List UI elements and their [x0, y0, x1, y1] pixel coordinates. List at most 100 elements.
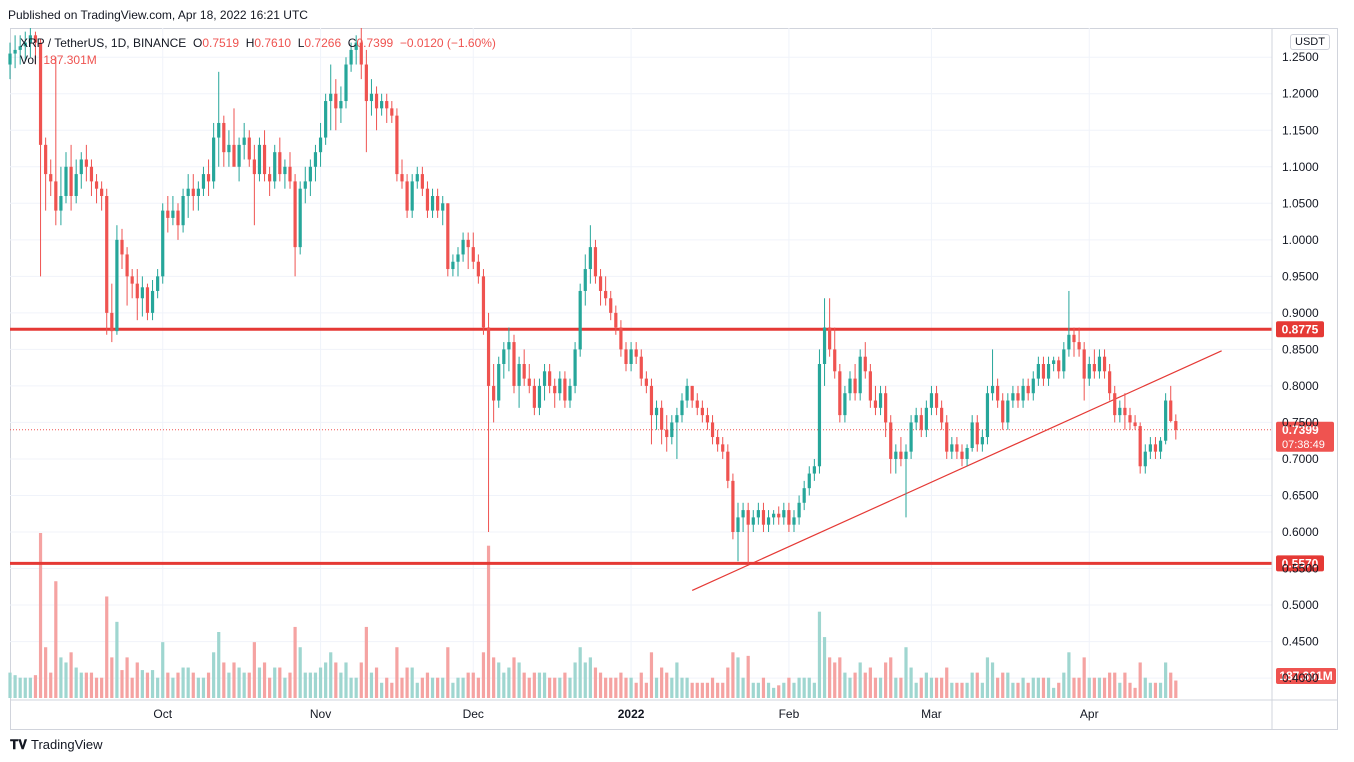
volume-bar — [980, 682, 984, 698]
symbol-name[interactable]: XRP / TetherUS, 1D, BINANCE — [20, 36, 187, 50]
volume-bar — [527, 677, 531, 698]
volume-bar — [33, 675, 38, 698]
candle-body — [486, 327, 491, 386]
candle-body — [166, 210, 170, 218]
volume-bar — [54, 581, 58, 698]
volume-bar — [130, 677, 134, 698]
candle-body — [318, 137, 323, 153]
volume-bar — [746, 655, 750, 698]
volume-bar — [1164, 662, 1168, 698]
volume-bar — [863, 672, 867, 698]
volume-bar — [507, 667, 511, 698]
volume-bar — [1072, 677, 1076, 698]
volume-bar — [721, 682, 725, 698]
candle-body — [298, 188, 302, 248]
volume-bar — [665, 672, 669, 698]
volume-bar — [817, 611, 822, 698]
candle-body — [161, 210, 165, 277]
currency-button[interactable]: USDT — [1290, 34, 1330, 50]
candle-body — [833, 349, 837, 372]
volume-bar — [94, 677, 99, 698]
candle-body — [481, 276, 486, 328]
candle-body — [410, 181, 414, 211]
candle-body — [542, 371, 547, 386]
volume-bar — [751, 682, 755, 698]
footer-brand[interactable]: 𝐓𝐕 TradingView — [10, 737, 103, 753]
chart-frame[interactable] — [10, 28, 1338, 730]
candle-body — [899, 451, 903, 459]
candle-body — [242, 137, 246, 145]
candle-body — [1097, 356, 1102, 372]
y-tick-label: 1.0500 — [1282, 196, 1319, 210]
volume-bar — [512, 657, 516, 698]
candle-body — [685, 385, 689, 401]
candle-body — [110, 312, 114, 332]
volume-bar — [654, 677, 659, 698]
candle-body — [237, 144, 241, 167]
volume-bar — [278, 667, 282, 698]
open-label: O — [192, 36, 203, 50]
candle-body — [721, 444, 725, 452]
candle-body — [415, 174, 419, 182]
close-value: 0.7399 — [356, 36, 394, 50]
volume-bar — [1123, 672, 1127, 698]
candle-body — [929, 393, 934, 408]
volume-bar — [308, 672, 312, 698]
candle-body — [853, 378, 857, 394]
candle-body — [1046, 364, 1051, 379]
candle-body — [23, 42, 27, 47]
candle-body — [456, 254, 460, 262]
volume-bar — [1133, 687, 1137, 698]
candle-body — [716, 437, 720, 445]
candle-body — [817, 364, 822, 467]
volume-bar — [848, 677, 852, 698]
candle-body — [1021, 385, 1025, 401]
volume-bar — [268, 677, 272, 698]
candle-body — [746, 510, 750, 525]
candle-body — [1138, 426, 1142, 467]
candle-body — [69, 166, 73, 196]
volume-bar — [395, 647, 399, 698]
volume-bar — [884, 662, 888, 698]
volume-bar — [1108, 672, 1112, 698]
candle-body — [583, 269, 587, 291]
open-value: 0.7519 — [202, 36, 240, 50]
x-tick-label: 2022 — [618, 707, 645, 721]
volume-bar — [904, 647, 908, 698]
volume-bar — [247, 672, 251, 698]
candle-body — [517, 364, 521, 386]
volume-bar — [415, 682, 419, 698]
candle-body — [1016, 393, 1020, 401]
candle-body — [364, 64, 368, 102]
candle-body — [802, 488, 806, 503]
volume-bar — [1158, 682, 1163, 698]
volume-bar — [303, 672, 307, 698]
candle-body — [33, 35, 38, 43]
x-tick-label: Oct — [153, 707, 172, 721]
volume-value: 187.301M — [43, 53, 97, 67]
volume-bar — [74, 667, 78, 698]
volume-bar — [878, 677, 883, 698]
candle-body — [1036, 364, 1040, 379]
volume-bar — [390, 682, 394, 698]
candle-body — [74, 174, 78, 196]
volume-bar — [522, 672, 526, 698]
candle-body — [156, 276, 160, 291]
volume-bar — [115, 621, 119, 698]
volume-bar — [670, 677, 674, 698]
volume-bar — [369, 672, 374, 698]
volume-bar — [914, 682, 918, 698]
volume-bar — [853, 672, 857, 698]
volume-bar — [380, 682, 384, 698]
candle-body — [838, 371, 842, 416]
candle-body — [196, 188, 200, 196]
volume-bar — [150, 670, 155, 698]
volume-bar — [217, 632, 221, 698]
y-tick-label: 0.4000 — [1282, 671, 1319, 685]
candle-body — [649, 385, 654, 416]
y-tick-label: 0.7500 — [1282, 415, 1319, 429]
volume-bar — [502, 672, 506, 698]
candle-body — [807, 473, 811, 489]
volume-bar — [624, 677, 628, 698]
